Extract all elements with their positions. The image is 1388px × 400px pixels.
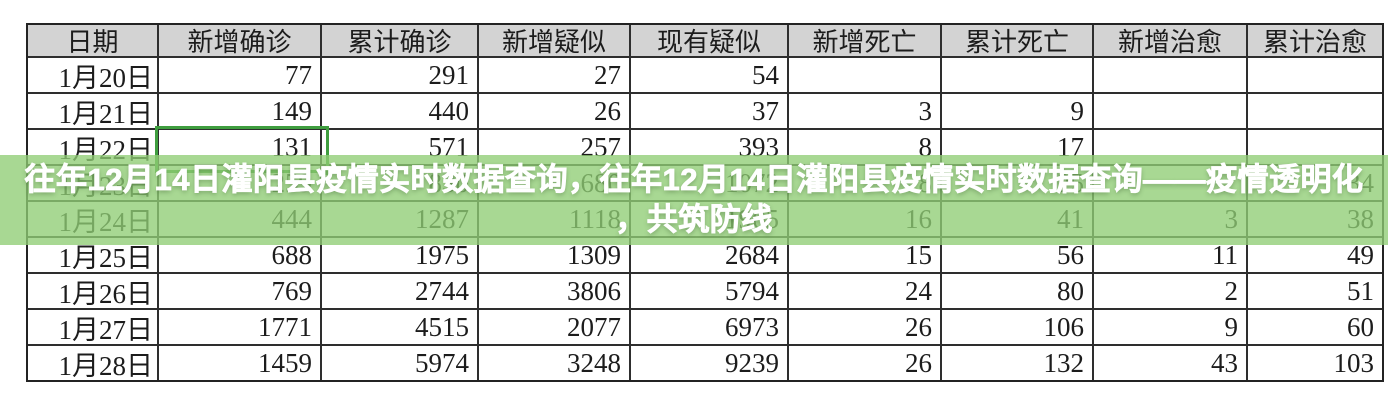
value-cell[interactable]: 2 [1094, 274, 1246, 308]
value-cell[interactable]: 2077 [479, 310, 629, 344]
value-cell[interactable]: 291 [322, 58, 477, 92]
date-cell[interactable]: 1月21日 [28, 94, 157, 128]
value-cell[interactable]: 106 [942, 310, 1092, 344]
value-cell[interactable]: 9 [1094, 310, 1246, 344]
banner-title-line2: ，共筑防线 [615, 202, 773, 238]
value-cell[interactable]: 149 [159, 94, 320, 128]
value-cell[interactable] [789, 58, 940, 92]
date-cell[interactable]: 1月27日 [28, 310, 157, 344]
column-header[interactable]: 累计治愈 [1248, 25, 1382, 56]
value-cell[interactable] [1094, 58, 1246, 92]
date-cell[interactable]: 1月20日 [28, 58, 157, 92]
value-cell[interactable]: 80 [942, 274, 1092, 308]
value-cell[interactable] [1248, 58, 1382, 92]
value-cell[interactable]: 43 [1094, 346, 1246, 380]
date-cell[interactable]: 1月26日 [28, 274, 157, 308]
date-cell[interactable]: 1月28日 [28, 346, 157, 380]
value-cell[interactable]: 77 [159, 58, 320, 92]
value-cell[interactable] [1094, 94, 1246, 128]
value-cell[interactable]: 37 [631, 94, 787, 128]
value-cell[interactable]: 26 [479, 94, 629, 128]
value-cell[interactable] [1248, 94, 1382, 128]
value-cell[interactable]: 3806 [479, 274, 629, 308]
value-cell[interactable]: 9239 [631, 346, 787, 380]
value-cell[interactable]: 3 [789, 94, 940, 128]
value-cell[interactable]: 26 [789, 346, 940, 380]
column-header[interactable]: 现有疑似 [631, 25, 787, 56]
value-cell[interactable] [942, 58, 1092, 92]
value-cell[interactable]: 103 [1248, 346, 1382, 380]
value-cell[interactable]: 4515 [322, 310, 477, 344]
value-cell[interactable]: 51 [1248, 274, 1382, 308]
column-header[interactable]: 日期 [28, 25, 157, 56]
value-cell[interactable]: 1771 [159, 310, 320, 344]
column-header[interactable]: 新增疑似 [479, 25, 629, 56]
column-header[interactable]: 新增治愈 [1094, 25, 1246, 56]
value-cell[interactable]: 27 [479, 58, 629, 92]
column-header[interactable]: 新增确诊 [159, 25, 320, 56]
column-header[interactable]: 新增死亡 [789, 25, 940, 56]
value-cell[interactable]: 132 [942, 346, 1092, 380]
column-header[interactable]: 累计确诊 [322, 25, 477, 56]
value-cell[interactable]: 54 [631, 58, 787, 92]
value-cell[interactable]: 3248 [479, 346, 629, 380]
value-cell[interactable]: 5974 [322, 346, 477, 380]
column-header[interactable]: 累计死亡 [942, 25, 1092, 56]
value-cell[interactable]: 2744 [322, 274, 477, 308]
value-cell[interactable]: 6973 [631, 310, 787, 344]
value-cell[interactable]: 26 [789, 310, 940, 344]
value-cell[interactable]: 1459 [159, 346, 320, 380]
value-cell[interactable]: 24 [789, 274, 940, 308]
watermark-banner: 往年12月14日灌阳县疫情实时数据查询，往年12月14日灌阳县疫情实时数据查询—… [0, 155, 1388, 245]
value-cell[interactable]: 5794 [631, 274, 787, 308]
value-cell[interactable]: 769 [159, 274, 320, 308]
banner-title-line1: 往年12月14日灌阳县疫情实时数据查询，往年12月14日灌阳县疫情实时数据查询—… [24, 162, 1364, 198]
value-cell[interactable]: 440 [322, 94, 477, 128]
value-cell[interactable]: 9 [942, 94, 1092, 128]
value-cell[interactable]: 60 [1248, 310, 1382, 344]
